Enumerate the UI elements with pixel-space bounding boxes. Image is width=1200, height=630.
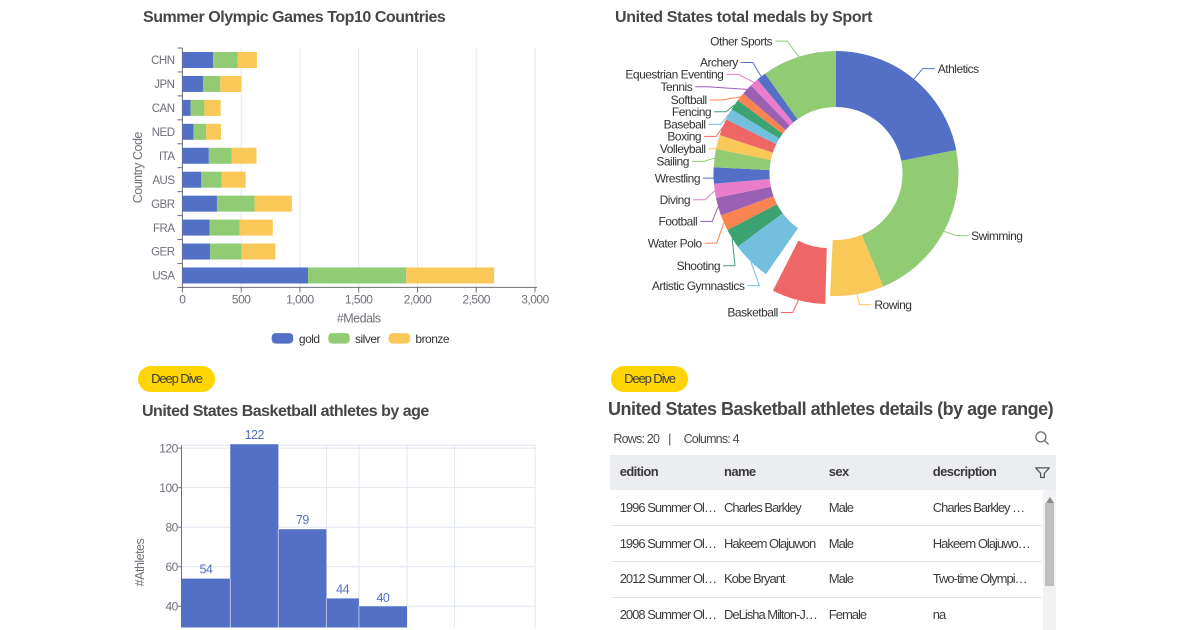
svg-text:1,000: 1,000	[286, 293, 314, 307]
svg-text:100: 100	[159, 481, 178, 495]
svg-text:NED: NED	[152, 127, 175, 139]
svg-text:gold: gold	[299, 332, 320, 346]
svg-text:44: 44	[336, 582, 349, 596]
svg-text:40: 40	[165, 600, 178, 614]
svg-text:Shooting: Shooting	[677, 259, 720, 273]
svg-text:2,000: 2,000	[404, 293, 432, 307]
svg-text:120: 120	[159, 441, 178, 455]
svg-text:Water Polo: Water Polo	[648, 236, 703, 250]
svg-text:Swimming: Swimming	[971, 229, 1022, 243]
svg-text:122: 122	[245, 428, 265, 442]
svg-text:CAN: CAN	[152, 103, 175, 115]
svg-text:Baseball: Baseball	[664, 118, 706, 132]
svg-text:ITA: ITA	[159, 151, 175, 163]
svg-text:500: 500	[232, 293, 251, 307]
svg-text:Fencing: Fencing	[672, 105, 711, 119]
svg-text:40: 40	[376, 591, 389, 605]
svg-text:80: 80	[165, 520, 178, 534]
svg-text:Country Code: Country Code	[131, 132, 145, 204]
svg-text:2,500: 2,500	[462, 293, 490, 307]
svg-text:JPN: JPN	[154, 79, 174, 91]
svg-text:Wrestling: Wrestling	[655, 171, 700, 185]
svg-text:AUS: AUS	[152, 175, 175, 187]
svg-text:silver: silver	[355, 332, 381, 346]
svg-text:USA: USA	[152, 271, 175, 283]
svg-text:Archery: Archery	[700, 56, 738, 70]
svg-text:#Medals: #Medals	[337, 312, 381, 326]
svg-text:Volleyball: Volleyball	[660, 142, 706, 156]
svg-text:Boxing: Boxing	[667, 130, 701, 144]
svg-text:0: 0	[179, 293, 186, 307]
svg-text:bronze: bronze	[415, 332, 450, 346]
svg-text:Basketball: Basketball	[727, 306, 777, 320]
svg-text:1,500: 1,500	[345, 293, 373, 307]
svg-text:79: 79	[296, 513, 309, 527]
svg-text:54: 54	[199, 563, 212, 577]
svg-text:GBR: GBR	[151, 199, 175, 211]
svg-text:Softball: Softball	[671, 93, 707, 107]
svg-text:Tennis: Tennis	[661, 80, 693, 94]
svg-text:Rowing: Rowing	[874, 298, 911, 312]
svg-text:FRA: FRA	[153, 223, 175, 235]
svg-text:3,000: 3,000	[521, 293, 549, 307]
svg-text:Athletics: Athletics	[938, 62, 979, 76]
svg-text:Sailing: Sailing	[656, 155, 689, 169]
svg-text:Diving: Diving	[660, 193, 690, 207]
svg-text:60: 60	[165, 560, 178, 574]
svg-text:Other Sports: Other Sports	[710, 34, 773, 48]
svg-text:Equestrian Eventing: Equestrian Eventing	[625, 68, 723, 82]
svg-text:Football: Football	[658, 215, 697, 229]
svg-text:Artistic Gymnastics: Artistic Gymnastics	[652, 279, 745, 293]
svg-text:#Athletes: #Athletes	[133, 538, 147, 586]
svg-text:GER: GER	[151, 247, 175, 259]
svg-text:CHN: CHN	[151, 55, 175, 67]
